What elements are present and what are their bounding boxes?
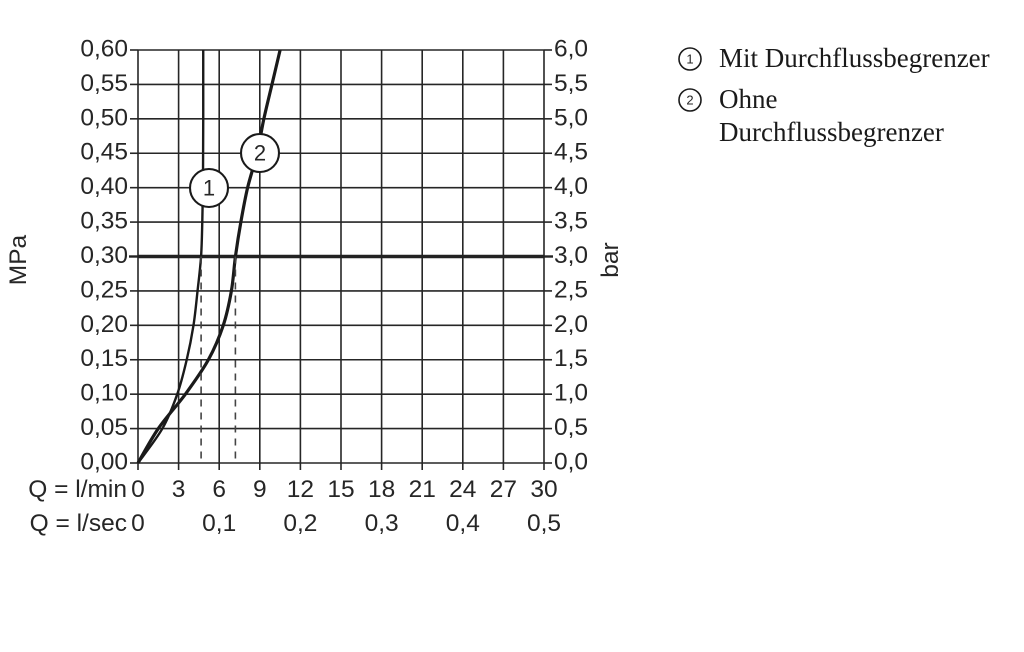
svg-text:4,0: 4,0 <box>554 173 588 200</box>
svg-text:0,50: 0,50 <box>80 104 128 131</box>
svg-text:2,5: 2,5 <box>554 276 588 303</box>
svg-text:5,0: 5,0 <box>554 104 588 131</box>
svg-text:3,0: 3,0 <box>554 242 588 269</box>
svg-text:0,60: 0,60 <box>80 35 128 62</box>
svg-text:0,00: 0,00 <box>80 448 128 475</box>
svg-text:1,0: 1,0 <box>554 380 588 407</box>
svg-text:0,55: 0,55 <box>80 70 128 97</box>
svg-text:1: 1 <box>686 52 693 67</box>
svg-text:0,25: 0,25 <box>80 276 128 303</box>
svg-text:0,20: 0,20 <box>80 311 128 338</box>
svg-text:1: 1 <box>203 176 215 201</box>
svg-text:0,5: 0,5 <box>527 510 561 537</box>
svg-text:2: 2 <box>686 93 693 108</box>
svg-text:2,0: 2,0 <box>554 311 588 338</box>
svg-text:5,5: 5,5 <box>554 70 588 97</box>
svg-text:24: 24 <box>449 476 476 503</box>
svg-text:0,1: 0,1 <box>202 510 236 537</box>
svg-text:Ohne: Ohne <box>719 84 777 114</box>
svg-text:0: 0 <box>131 510 145 537</box>
svg-text:0,35: 0,35 <box>80 208 128 235</box>
svg-text:0,30: 0,30 <box>80 242 128 269</box>
svg-text:0,15: 0,15 <box>80 345 128 372</box>
svg-text:0,5: 0,5 <box>554 414 588 441</box>
svg-text:Durchflussbegrenzer: Durchflussbegrenzer <box>719 117 944 147</box>
svg-text:15: 15 <box>327 476 354 503</box>
svg-text:21: 21 <box>409 476 436 503</box>
svg-text:3: 3 <box>172 476 186 503</box>
svg-text:30: 30 <box>530 476 557 503</box>
svg-text:6: 6 <box>212 476 226 503</box>
svg-text:Q = l/min: Q = l/min <box>28 476 127 503</box>
svg-text:0,2: 0,2 <box>283 510 317 537</box>
svg-text:0,0: 0,0 <box>554 448 588 475</box>
svg-text:bar: bar <box>597 242 624 277</box>
svg-text:0,05: 0,05 <box>80 414 128 441</box>
svg-text:4,5: 4,5 <box>554 139 588 166</box>
svg-text:0,10: 0,10 <box>80 380 128 407</box>
svg-text:0: 0 <box>131 476 145 503</box>
svg-text:2: 2 <box>254 141 266 166</box>
svg-text:0,4: 0,4 <box>446 510 480 537</box>
svg-text:0,45: 0,45 <box>80 139 128 166</box>
svg-text:Mit Durchflussbegrenzer: Mit Durchflussbegrenzer <box>719 43 990 73</box>
svg-text:3,5: 3,5 <box>554 208 588 235</box>
svg-text:9: 9 <box>253 476 267 503</box>
svg-text:6,0: 6,0 <box>554 35 588 62</box>
svg-text:18: 18 <box>368 476 395 503</box>
svg-text:27: 27 <box>490 476 517 503</box>
svg-text:12: 12 <box>287 476 314 503</box>
svg-text:MPa: MPa <box>5 234 32 285</box>
svg-text:0,40: 0,40 <box>80 173 128 200</box>
svg-text:0,3: 0,3 <box>365 510 399 537</box>
svg-text:Q = l/sec: Q = l/sec <box>30 510 127 537</box>
svg-text:1,5: 1,5 <box>554 345 588 372</box>
